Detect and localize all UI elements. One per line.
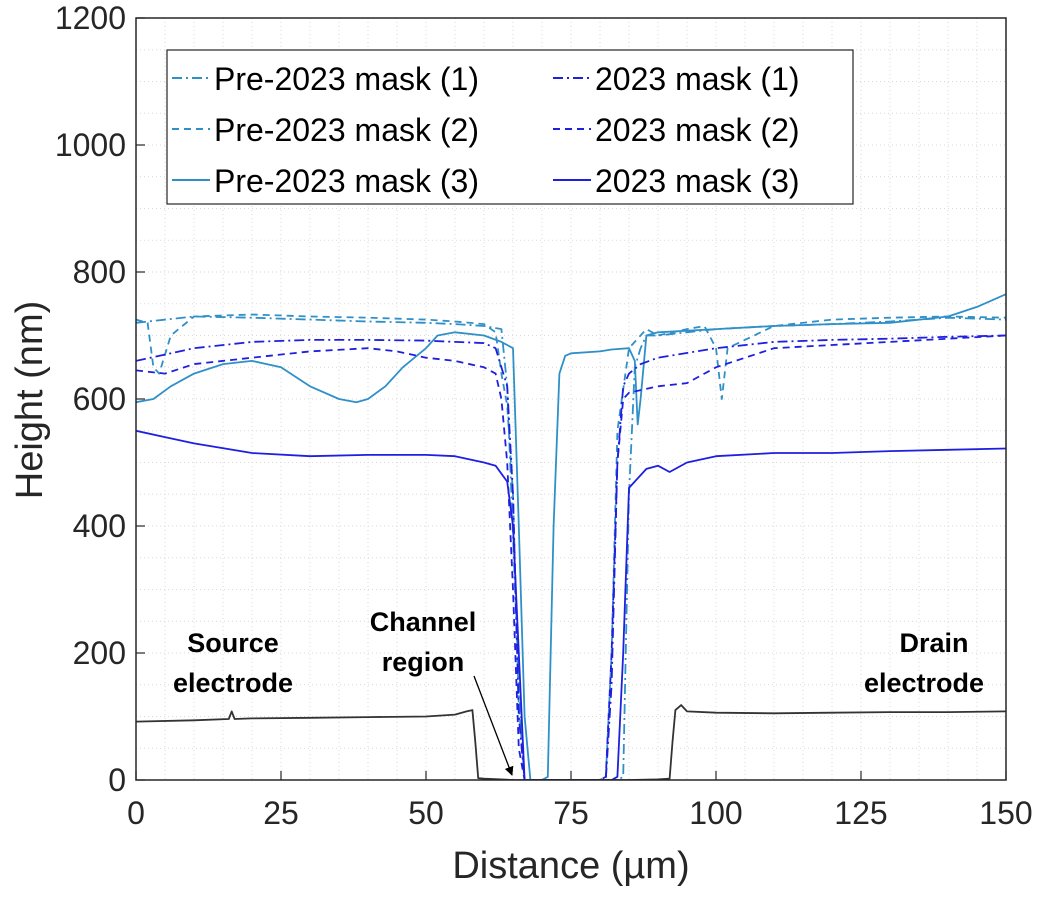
- annotation-channel-arrow: [473, 675, 514, 776]
- x-tick-label: 25: [263, 795, 299, 831]
- legend-label-new-3: 2023 mask (3): [595, 163, 800, 199]
- legend-label-new-1: 2023 mask (1): [595, 61, 800, 97]
- x-tick-label: 75: [553, 795, 589, 831]
- x-axis-title: Distance (µm): [452, 845, 689, 887]
- legend-label-new-2: 2023 mask (2): [595, 112, 800, 148]
- y-axis-title: Height (nm): [9, 301, 51, 500]
- annotation-source-line2: electrode: [173, 668, 293, 698]
- y-tick-label: 400: [73, 508, 126, 544]
- y-tick-label: 1000: [55, 127, 126, 163]
- annotation-source-electrode: Source electrode: [173, 628, 293, 698]
- axis-ticks: 0 25 50 75 100 125 150 0 200 400 600 800 1000 1200: [55, 0, 1033, 831]
- y-tick-label: 200: [73, 635, 126, 671]
- series-line-2023-mask-1: [136, 334, 1006, 780]
- annotation-source-line1: Source: [187, 628, 279, 658]
- annotation-drain-electrode: Drain electrode: [864, 628, 984, 698]
- x-tick-label: 100: [689, 795, 742, 831]
- legend-box: [166, 49, 854, 205]
- series-line-pre-2023-mask-2: [136, 313, 1006, 780]
- y-tick-label: 1200: [55, 0, 126, 36]
- legend-label-pre-2: Pre-2023 mask (2): [214, 112, 479, 148]
- y-tick-label: 600: [73, 381, 126, 417]
- annotation-drain-line2: electrode: [864, 668, 984, 698]
- annotation-channel-line2: region: [382, 647, 465, 677]
- x-tick-label: 125: [834, 795, 887, 831]
- series-line-2023-mask-3: [136, 429, 1006, 780]
- x-tick-label: 50: [408, 795, 444, 831]
- legend: Pre-2023 mask (1) Pre-2023 mask (2) Pre-…: [166, 49, 854, 205]
- series-line-electrode-profile: [136, 704, 1006, 780]
- annotation-channel-region: Channel region: [370, 607, 514, 776]
- series-lines: [136, 293, 1006, 780]
- series-line-pre-2023-mask-3: [136, 293, 1006, 780]
- y-tick-label: 800: [73, 254, 126, 290]
- x-tick-label: 150: [979, 795, 1032, 831]
- legend-label-pre-3: Pre-2023 mask (3): [214, 163, 479, 199]
- legend-label-pre-1: Pre-2023 mask (1): [214, 61, 479, 97]
- series-line-pre-2023-mask-1: [136, 315, 1006, 780]
- x-tick-label: 0: [127, 795, 145, 831]
- annotation-drain-line1: Drain: [899, 628, 968, 658]
- y-tick-label: 0: [108, 762, 126, 798]
- annotation-channel-line1: Channel: [370, 607, 477, 637]
